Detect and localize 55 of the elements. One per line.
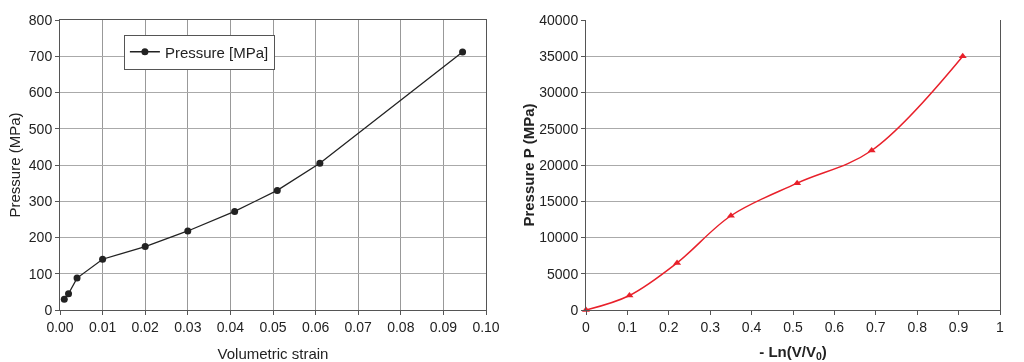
y-tick-label: 10000 [539, 229, 579, 246]
y-tick-label: 600 [28, 84, 53, 101]
x-tick-label: 0.07 [344, 318, 373, 335]
point [231, 207, 239, 215]
x-tick-label: 0.02 [131, 318, 160, 335]
x-tick-label: 0.05 [259, 318, 287, 335]
y-tick-label: 100 [28, 265, 53, 282]
x-tick-label: 0.1 [617, 318, 638, 335]
x-tick-label: 0.9 [948, 318, 969, 335]
x-tick-label: 0.6 [824, 318, 845, 335]
y-axis-title: Pressure P (MPa) [520, 103, 538, 227]
y-tick-label: 0 [570, 301, 579, 318]
x-tick-label: 0.8 [907, 318, 928, 335]
y-tick-label: 400 [28, 156, 53, 173]
y-tick-label: 35000 [539, 48, 579, 65]
y-tick-label: 30000 [539, 84, 579, 101]
x-axis-title: Volumetric strain [217, 345, 329, 362]
point [316, 159, 324, 167]
y-tick-label: 20000 [539, 156, 579, 173]
point [273, 186, 281, 194]
legend-label: Pressure [MPa] [164, 43, 269, 61]
x-tick-label: 0.2 [659, 318, 679, 335]
x-tick-label: 0.7 [866, 318, 886, 335]
x-axis-title: - Ln(V/V$_{0}$) [759, 342, 827, 362]
x-tick-label: 1 [996, 318, 1005, 335]
point [73, 274, 81, 282]
point [99, 255, 107, 263]
y-tick-label: 300 [28, 193, 53, 210]
y-tick-label: 15000 [539, 193, 579, 210]
y-axis-title: Pressure (MPa) [6, 112, 23, 218]
x-tick-label: 0.04 [216, 318, 245, 335]
point [459, 48, 467, 56]
x-tick-label: 0 [582, 318, 591, 335]
point [184, 227, 192, 235]
x-tick-label: 0.06 [301, 318, 330, 335]
y-tick-label: 5000 [547, 265, 579, 282]
x-tick-label: 0.5 [783, 318, 803, 335]
y-tick-label: 40000 [539, 11, 579, 28]
x-tick-label: 0.09 [429, 318, 458, 335]
x-tick-label: 0.08 [387, 318, 415, 335]
x-tick-label: 0.10 [472, 318, 500, 335]
y-tick-label: 700 [28, 48, 53, 65]
y-tick-label: 500 [28, 120, 53, 137]
point [141, 243, 149, 251]
y-tick-label: 25000 [539, 120, 579, 137]
y-tick-label: 800 [28, 11, 53, 28]
point [60, 295, 68, 303]
x-tick-label: 0.4 [741, 318, 762, 335]
x-tick-label: 0.01 [88, 318, 117, 335]
x-tick-label: 0.3 [700, 318, 721, 335]
point [65, 290, 73, 298]
y-tick-label: 200 [28, 229, 53, 246]
x-tick-label: 0.03 [174, 318, 202, 335]
y-tick-label: 0 [44, 301, 53, 318]
x-tick-label: 0.00 [46, 318, 74, 335]
